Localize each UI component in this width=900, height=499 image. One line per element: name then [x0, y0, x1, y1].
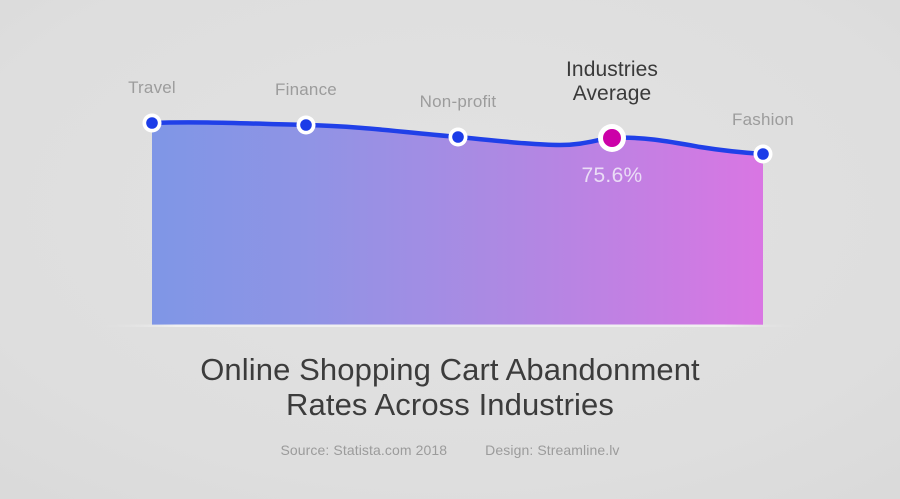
point-label-non-profit: Non-profit — [419, 92, 497, 111]
chart-plot-area: Travel Finance Non-profit Industries Ave… — [90, 58, 810, 327]
area-chart-svg — [90, 113, 810, 327]
data-point-marker-fashion[interactable] — [753, 144, 773, 164]
design-credit: Design: Streamline.lv — [485, 442, 620, 459]
credits-row: Source: Statista.com 2018 Design: Stream… — [0, 442, 900, 458]
trend-line — [149, 120, 766, 157]
chart-title: Online Shopping Cart Abandonment Rates A… — [100, 352, 800, 422]
baseline-rule — [90, 324, 810, 327]
data-point-marker-finance[interactable] — [296, 115, 316, 135]
data-point-marker-non-profit[interactable] — [448, 127, 468, 147]
data-point-marker-industries-average[interactable] — [598, 124, 626, 152]
highlight-value-label: 75.6% — [581, 164, 643, 187]
chart-title-line2: Rates Across Industries — [286, 387, 614, 423]
data-point-marker-travel[interactable] — [142, 113, 162, 133]
point-label-fashion: Fashion — [732, 110, 794, 129]
area-fill — [152, 122, 763, 325]
point-label-travel: Travel — [128, 78, 176, 97]
point-label-finance: Finance — [275, 80, 337, 99]
caption-block: Online Shopping Cart Abandonment Rates A… — [0, 352, 900, 458]
point-label-industries-average-line1: Industries — [565, 58, 659, 81]
chart-title-line1: Online Shopping Cart Abandonment — [200, 352, 700, 387]
source-credit: Source: Statista.com 2018 — [280, 442, 448, 459]
point-label-industries-average-line2: Average — [572, 82, 652, 106]
point-label-industries-average: Industries Average — [566, 58, 658, 106]
